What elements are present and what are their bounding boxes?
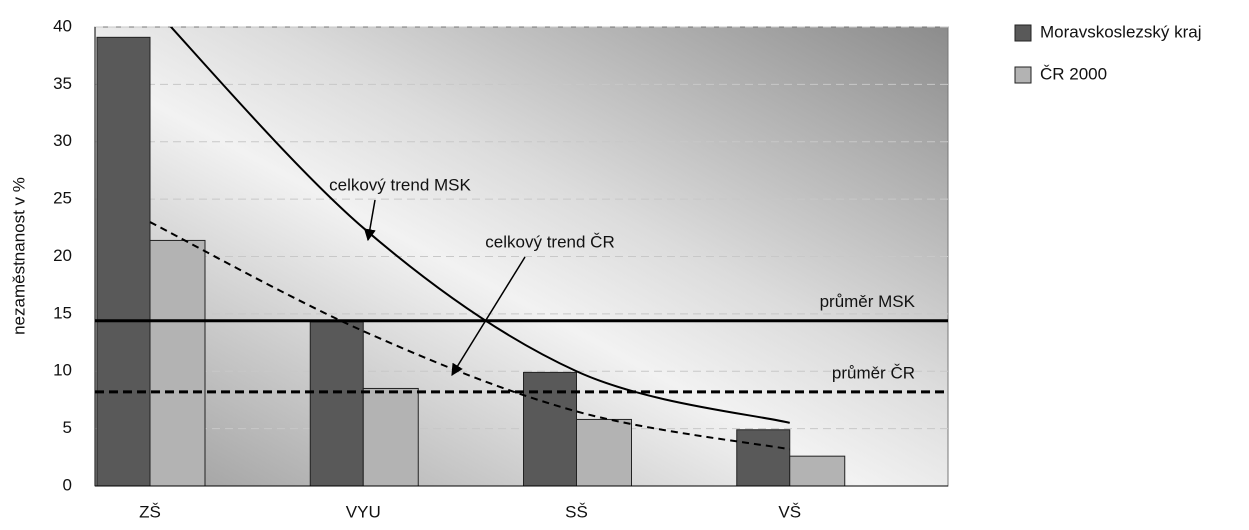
- trend-label: celkový trend ČR: [485, 232, 614, 251]
- y-tick-label: 25: [53, 189, 72, 208]
- reference-label: průměr ČR: [832, 363, 915, 382]
- legend-swatch: [1014, 66, 1032, 84]
- x-tick-label: VYU: [346, 502, 381, 521]
- annotation-arrow: [451, 256, 526, 377]
- bar: [736, 429, 791, 487]
- trend-line: [149, 221, 790, 451]
- reference-label: průměr MSK: [820, 292, 916, 311]
- trend-line: [169, 27, 790, 424]
- y-tick-label: 20: [53, 246, 72, 265]
- y-tick-label: 40: [53, 16, 72, 35]
- bar: [309, 321, 364, 487]
- y-tick-label: 0: [63, 475, 72, 494]
- x-tick-label: ZŠ: [139, 502, 161, 521]
- annotation-arrow: [363, 199, 376, 242]
- bar: [576, 418, 632, 487]
- y-tick-label: 15: [53, 303, 72, 322]
- y-axis-label: nezaměstnanost v %: [9, 177, 28, 335]
- legend-label: Moravskoslezský kraj: [1040, 22, 1202, 41]
- bar: [149, 239, 206, 487]
- trend-label: celkový trend MSK: [329, 175, 471, 194]
- bar: [96, 36, 151, 487]
- legend-swatch: [1014, 24, 1032, 42]
- bar: [362, 387, 419, 487]
- trend-group: [149, 27, 790, 451]
- y-tick-label: 30: [53, 131, 72, 150]
- x-tick-label: VŠ: [778, 502, 801, 521]
- y-tick-label: 10: [53, 361, 72, 380]
- y-tick-label: 35: [53, 74, 72, 93]
- y-tick-label: 5: [63, 418, 72, 437]
- legend-label: ČR 2000: [1040, 64, 1107, 83]
- x-tick-label: SŠ: [565, 502, 588, 521]
- bar: [789, 455, 846, 487]
- plot-area: [94, 26, 949, 487]
- bar: [523, 371, 577, 487]
